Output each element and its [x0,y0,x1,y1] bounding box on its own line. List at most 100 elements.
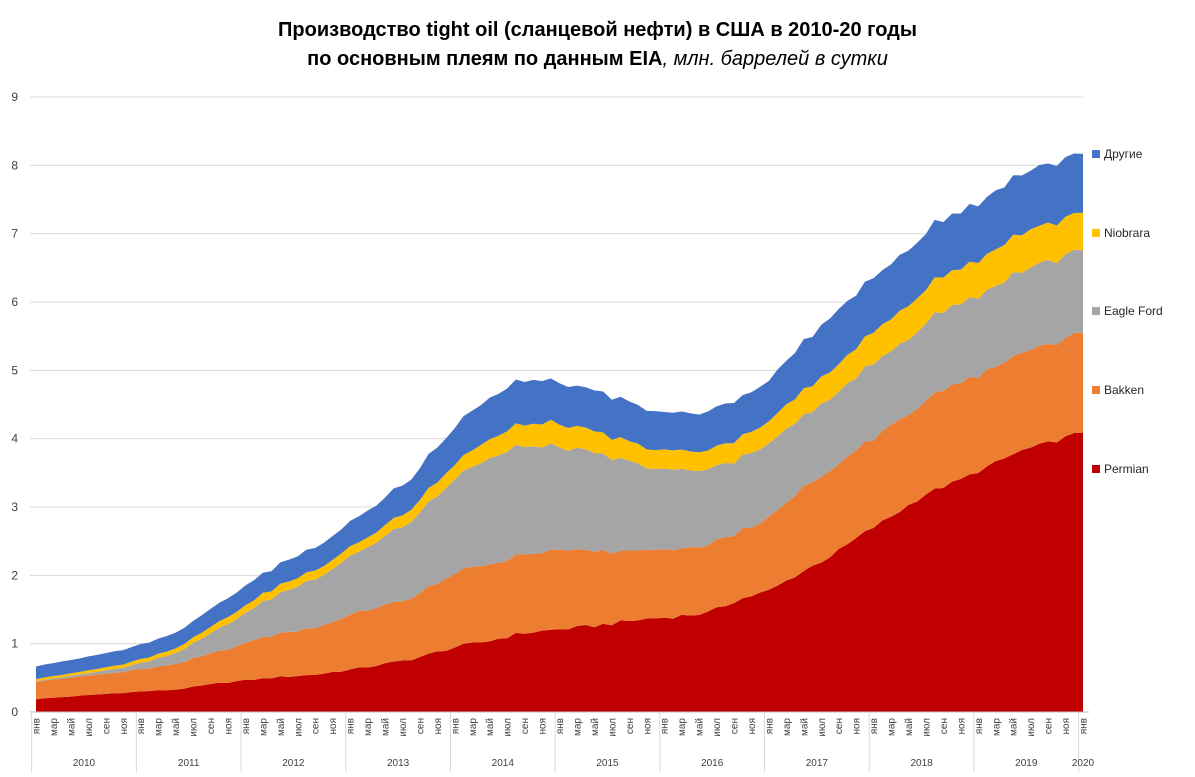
x-month-label: май [695,718,706,736]
x-year-label: 2010 [73,758,96,769]
x-month-label: мар [258,718,269,736]
y-tick-label: 5 [11,363,18,377]
x-year-label: 2016 [701,758,724,769]
x-month-label: сен [101,718,112,734]
legend-label: Niobrara [1104,226,1150,240]
x-month-label: янв [764,718,775,734]
legend-swatch [1092,465,1100,473]
x-month-label: июл [1026,718,1037,737]
legend: Permian Bakken Eagle Ford Niobrara Другие [1092,147,1163,476]
x-year-label: 2018 [910,758,933,769]
x-month-label: ноя [328,718,339,735]
series-area-Другие [36,153,1083,680]
x-month-label: ноя [852,718,863,735]
y-tick-label: 4 [11,432,18,446]
x-year-label: 2020 [1072,758,1095,769]
x-month-label: сен [730,718,741,734]
y-tick-label: 8 [11,158,18,172]
series-area-Permian [36,432,1083,712]
x-month-label: ноя [642,718,653,735]
x-year-label: 2014 [492,758,515,769]
x-month-label: июл [293,718,304,737]
chart-title-line1: Производство tight oil (сланцевой нефти)… [278,19,917,41]
x-month-label: июл [817,718,828,737]
x-month-label: май [904,718,915,736]
x-month-label: янв [660,718,671,734]
legend-label: Другие [1104,147,1143,161]
x-month-label: мар [887,718,898,736]
x-year-label: 2011 [178,758,200,769]
series-area-Bakken [36,332,1083,700]
x-month-label: ноя [956,718,967,735]
x-month-label: ноя [538,718,549,735]
x-month-label: сен [939,718,950,734]
x-year-label: 2019 [1015,758,1038,769]
y-axis: 0 1 2 3 4 5 6 7 8 9 [11,90,18,719]
x-month-label: мар [468,718,479,736]
x-month-label: ноя [1061,718,1072,735]
x-month-label: июл [607,718,618,737]
chart-title-line2: по основным плеям по данным EIA, млн. ба… [0,45,1195,74]
chart-title-bold: по основным плеям по данным EIA [307,48,663,70]
chart-title-italic: , млн. баррелей в сутки [662,48,888,70]
legend-label: Bakken [1104,383,1144,397]
x-month-label: июл [398,718,409,737]
x-month-label: сен [1044,718,1055,734]
x-year-label: 2013 [387,758,410,769]
x-month-label: янв [241,718,252,734]
x-month-label: мар [49,718,60,736]
y-tick-label: 0 [11,705,18,719]
x-month-label: май [485,718,496,736]
x-month-label: ноя [119,718,130,735]
series-area-Eagle Ford [36,249,1083,682]
x-month-label: сен [625,718,636,734]
x-month-label: янв [1079,718,1090,734]
y-tick-label: 9 [11,90,18,104]
legend-label: Permian [1104,462,1149,476]
x-month-label: сен [834,718,845,734]
x-month-label: янв [974,718,985,734]
x-month-label: июл [503,718,514,737]
x-month-label: ноя [747,718,758,735]
x-month-label: май [276,718,287,736]
stacked-areas [36,153,1083,712]
x-month-label: июл [921,718,932,737]
legend-label: Eagle Ford [1104,304,1163,318]
x-month-label: янв [869,718,880,734]
chart-title: Производство tight oil (сланцевой нефти)… [0,16,1195,74]
x-year-label: 2017 [806,758,829,769]
x-month-label: сен [415,718,426,734]
x-month-label: мар [572,718,583,736]
x-month-label: сен [206,718,217,734]
x-month-label: мар [991,718,1002,736]
y-tick-label: 3 [11,500,18,514]
x-month-label: май [171,718,182,736]
x-month-label: июл [712,718,723,737]
x-year-label: 2012 [282,758,305,769]
legend-swatch [1092,307,1100,315]
x-month-label: мар [782,718,793,736]
series-area-Niobrara [36,212,1083,682]
x-month-label: ноя [223,718,234,735]
y-tick-label: 2 [11,568,18,582]
x-month-label: июл [189,718,200,737]
x-month-label: мар [363,718,374,736]
legend-swatch [1092,386,1100,394]
x-month-label: янв [32,718,43,734]
x-month-label: май [66,718,77,736]
x-month-label: май [590,718,601,736]
x-month-label: мар [154,718,165,736]
x-month-label: янв [450,718,461,734]
x-month-label: янв [136,718,147,734]
x-axis: янв мар май июл сен ноя янв мар май июл сен ноя янв м… [30,711,1095,772]
x-month-label: сен [520,718,531,734]
x-month-label: май [381,718,392,736]
legend-swatch [1092,229,1100,237]
x-month-label: май [1009,718,1020,736]
x-month-label: ноя [433,718,444,735]
x-month-label: май [799,718,810,736]
x-month-label: мар [677,718,688,736]
x-month-label: янв [555,718,566,734]
y-tick-label: 6 [11,295,18,309]
